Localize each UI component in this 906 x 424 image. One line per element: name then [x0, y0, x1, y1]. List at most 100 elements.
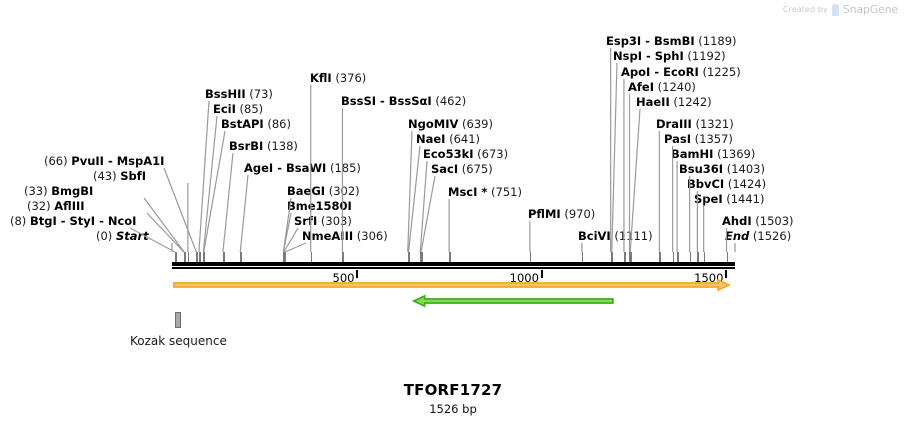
- enzyme-name: AhdI: [722, 214, 752, 228]
- restriction-site-tick[interactable]: [677, 252, 679, 262]
- feature-arrow-forward[interactable]: [172, 278, 738, 292]
- enzyme-label[interactable]: (33) BmgBI: [24, 185, 93, 198]
- enzyme-label[interactable]: NspI - SphI (1192): [613, 50, 726, 63]
- enzyme-name: PasI: [664, 132, 692, 146]
- leader-line: [146, 212, 185, 253]
- restriction-site-tick[interactable]: [421, 252, 423, 262]
- enzyme-label[interactable]: BsrBI (138): [229, 140, 298, 153]
- restriction-site-tick[interactable]: [310, 252, 313, 262]
- restriction-site-tick[interactable]: [703, 252, 706, 262]
- leader-line: [143, 197, 185, 253]
- restriction-site-tick[interactable]: [240, 252, 242, 262]
- enzyme-position: (33): [24, 184, 52, 198]
- restriction-site-tick[interactable]: [623, 252, 626, 262]
- enzyme-label[interactable]: Esp3I - BsmBI (1189): [606, 35, 737, 48]
- restriction-site-tick[interactable]: [408, 252, 411, 262]
- enzyme-label[interactable]: AhdI (1503): [722, 215, 794, 228]
- enzyme-position: (751): [487, 185, 522, 199]
- enzyme-label[interactable]: AgeI - BsaWI (185): [244, 162, 361, 175]
- enzyme-label[interactable]: SpeI (1441): [694, 193, 765, 206]
- enzyme-name: PvuII - MspA1I: [71, 154, 165, 168]
- enzyme-name: SbfI: [120, 169, 147, 183]
- leader-line: [283, 227, 299, 253]
- enzyme-label[interactable]: KflI (376): [310, 72, 366, 85]
- enzyme-label[interactable]: SacI (675): [431, 163, 493, 176]
- enzyme-label[interactable]: NgoMIV (639): [408, 118, 493, 131]
- kozak-block-icon[interactable]: [175, 312, 182, 328]
- enzyme-label[interactable]: (0) Start: [96, 230, 149, 243]
- restriction-site-tick[interactable]: [284, 252, 287, 262]
- restriction-site-tick[interactable]: [610, 252, 613, 262]
- restriction-site-tick[interactable]: [689, 252, 692, 262]
- enzyme-label[interactable]: PflMI (970): [528, 208, 595, 221]
- restriction-site-tick[interactable]: [174, 252, 177, 262]
- restriction-site-tick[interactable]: [222, 252, 225, 262]
- enzyme-position: (673): [473, 147, 509, 161]
- restriction-site-tick[interactable]: [203, 252, 206, 262]
- enzyme-name: BsrBI: [229, 139, 264, 153]
- enzyme-label[interactable]: End (1526): [725, 230, 791, 243]
- enzyme-position: (1192): [683, 49, 726, 63]
- enzyme-position: (1240): [653, 80, 696, 94]
- enzyme-name: HaeII: [636, 95, 670, 109]
- leader-line: [222, 152, 234, 253]
- enzyme-label[interactable]: SrfI (303): [294, 215, 352, 228]
- leader-line: [611, 62, 618, 253]
- enzyme-label[interactable]: (66) PvuII - MspA1I: [44, 155, 164, 168]
- enzyme-name: Eco53kI: [423, 147, 474, 161]
- enzyme-label[interactable]: NaeI (641): [416, 133, 480, 146]
- restriction-site-tick[interactable]: [630, 252, 632, 262]
- enzyme-label[interactable]: HaeII (1242): [636, 96, 712, 109]
- enzyme-label[interactable]: MscI * (751): [448, 186, 522, 199]
- restriction-site-tick[interactable]: [697, 252, 699, 262]
- reverse-arrow-svg: [411, 294, 614, 308]
- enzyme-label[interactable]: BbvCI (1424): [687, 178, 766, 191]
- enzyme-label[interactable]: DraIII (1321): [656, 118, 734, 131]
- enzyme-label[interactable]: BciVI (1111): [578, 230, 653, 243]
- enzyme-label[interactable]: Eco53kI (673): [423, 148, 508, 161]
- enzyme-label[interactable]: BssHII (73): [205, 88, 273, 101]
- enzyme-label[interactable]: BaeGI (302): [287, 185, 360, 198]
- enzyme-name: BamHI: [671, 147, 714, 161]
- restriction-site-tick[interactable]: [672, 252, 675, 262]
- restriction-site-tick[interactable]: [726, 252, 729, 262]
- leader-line: [420, 175, 436, 253]
- restriction-site-tick[interactable]: [184, 252, 186, 262]
- enzyme-label[interactable]: NmeAIII (306): [302, 230, 388, 243]
- enzyme-position: (1111): [610, 229, 653, 243]
- enzyme-label[interactable]: BamHI (1369): [671, 148, 755, 161]
- kozak-sequence-label: Kozak sequence: [130, 334, 227, 348]
- enzyme-label[interactable]: ApoI - EcoRI (1225): [621, 66, 741, 79]
- restriction-site-tick[interactable]: [529, 252, 532, 262]
- restriction-site-tick[interactable]: [611, 252, 614, 262]
- enzyme-label[interactable]: Bme1580I: [287, 200, 352, 213]
- enzyme-label[interactable]: EciI (85): [213, 103, 263, 116]
- feature-arrow-reverse[interactable]: [172, 294, 738, 308]
- restriction-site-tick[interactable]: [581, 252, 584, 262]
- enzyme-label[interactable]: AfeI (1240): [628, 81, 696, 94]
- enzyme-name: BciVI: [578, 229, 611, 243]
- restriction-site-tick[interactable]: [342, 252, 345, 262]
- restriction-site-tick[interactable]: [659, 252, 661, 262]
- enzyme-position: (1321): [691, 117, 734, 131]
- enzyme-label[interactable]: (43) SbfI: [93, 170, 146, 183]
- ruler-tick-label: 1000: [509, 271, 539, 285]
- restriction-site-tick[interactable]: [449, 252, 451, 262]
- enzyme-label[interactable]: PasI (1357): [664, 133, 733, 146]
- enzyme-label[interactable]: Bsu36I (1403): [679, 163, 765, 176]
- restriction-site-tick[interactable]: [196, 252, 198, 262]
- enzyme-label[interactable]: BstAPI (86): [221, 118, 291, 131]
- enzyme-position: (639): [458, 117, 493, 131]
- restriction-site-tick[interactable]: [283, 252, 286, 262]
- enzyme-position: (1503): [751, 214, 794, 228]
- enzyme-position: (1357): [691, 132, 733, 146]
- restriction-site-tick[interactable]: [187, 252, 190, 262]
- enzyme-position: (43): [93, 169, 121, 183]
- enzyme-position: (32): [27, 199, 55, 213]
- enzyme-label[interactable]: (8) BtgI - StyI - NcoI: [10, 215, 136, 228]
- enzyme-label[interactable]: (32) AflIII: [27, 200, 85, 213]
- restriction-site-tick[interactable]: [198, 252, 201, 262]
- enzyme-label[interactable]: BssSI - BssSαI (462): [341, 95, 466, 108]
- watermark-prefix: Created by: [782, 5, 828, 14]
